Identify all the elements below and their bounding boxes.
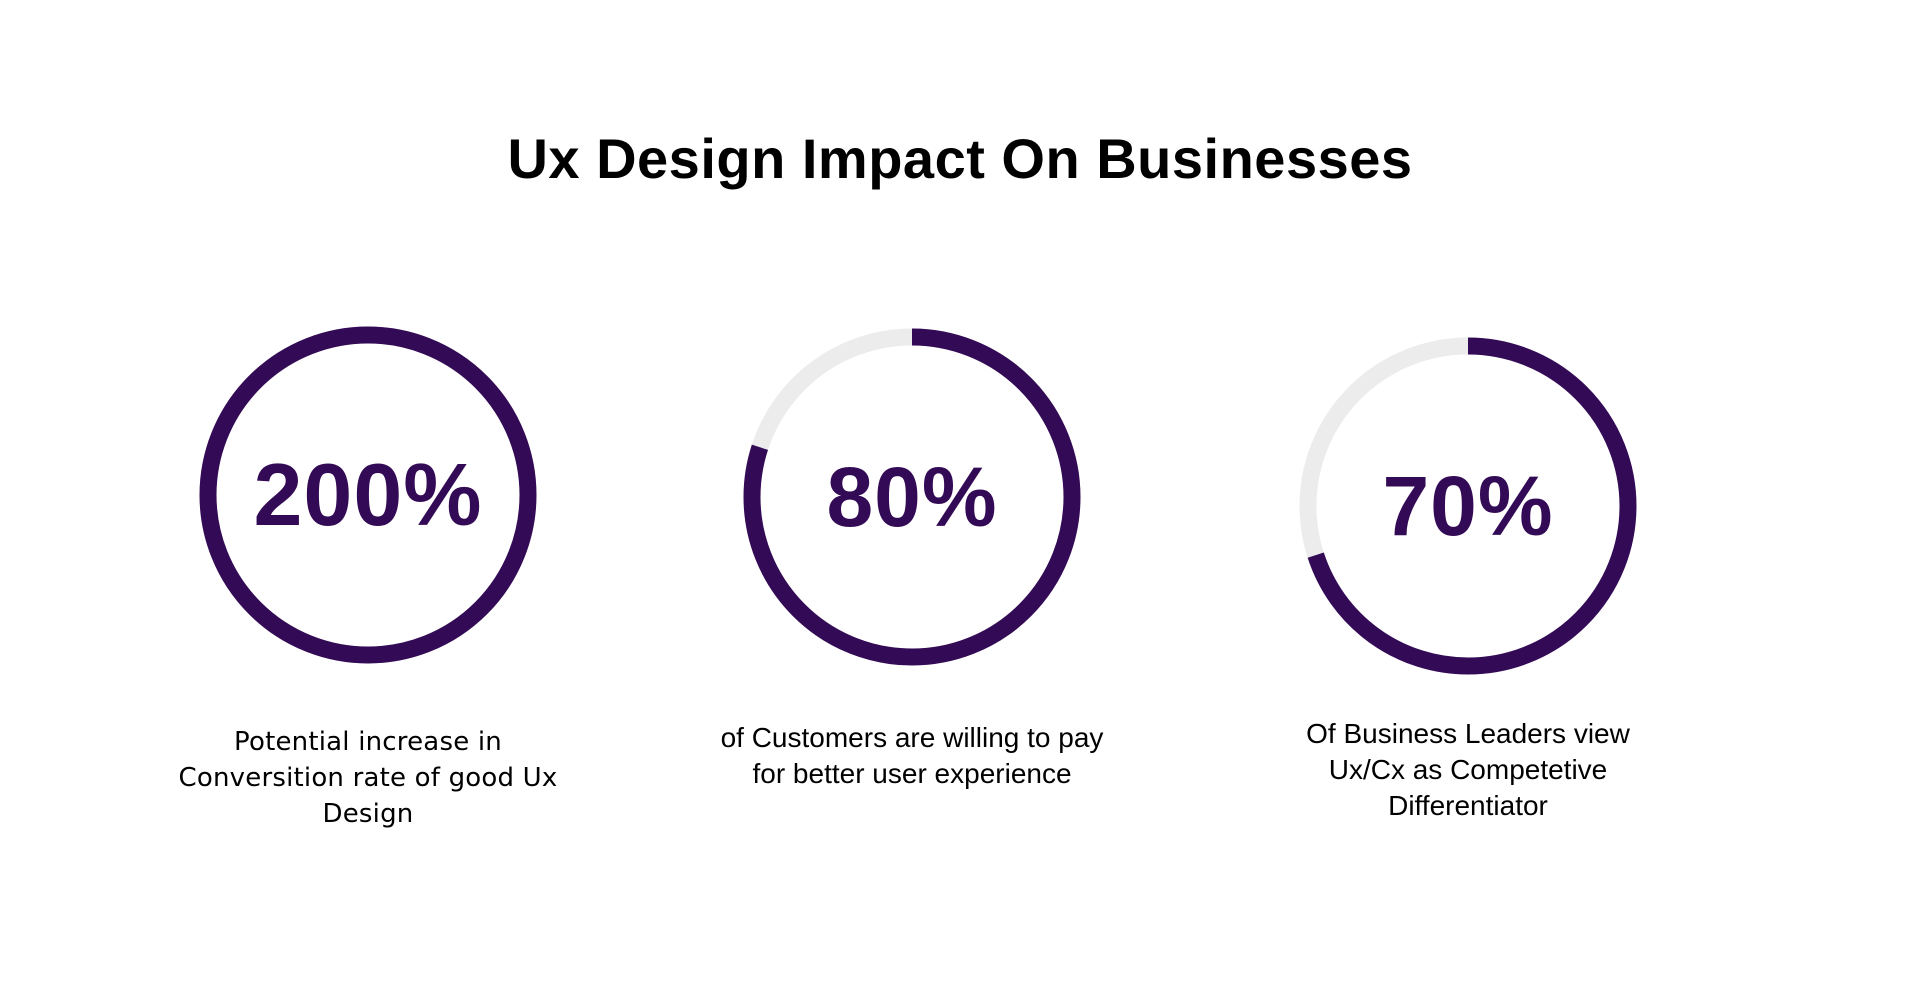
progress-ring-conversion	[199, 326, 537, 664]
ring-fill	[743, 328, 1081, 666]
progress-ring-business-leaders	[1299, 337, 1637, 675]
stat-value: 80%	[826, 450, 998, 544]
page-title: Ux Design Impact On Businesses	[507, 127, 1413, 190]
stat-value: 200%	[253, 445, 483, 544]
stat-business-leaders: 70% Of Business Leaders view Ux/Cx as Co…	[1228, 330, 1708, 830]
stat-willing-to-pay: 80% of Customers are willing to pay for …	[672, 320, 1152, 800]
stat-caption: of Customers are willing to pay for bett…	[720, 722, 1104, 789]
stat-caption: Potential increase in Conversition rate …	[178, 727, 558, 829]
stat-value: 70%	[1382, 459, 1554, 553]
ring-fill	[199, 326, 537, 664]
progress-ring-willing-to-pay	[743, 328, 1081, 666]
ring-fill	[1299, 337, 1637, 675]
stat-conversion: 200% Potential increase in Conversition …	[128, 320, 608, 829]
stat-caption: Of Business Leaders view Ux/Cx as Compet…	[1306, 718, 1630, 821]
